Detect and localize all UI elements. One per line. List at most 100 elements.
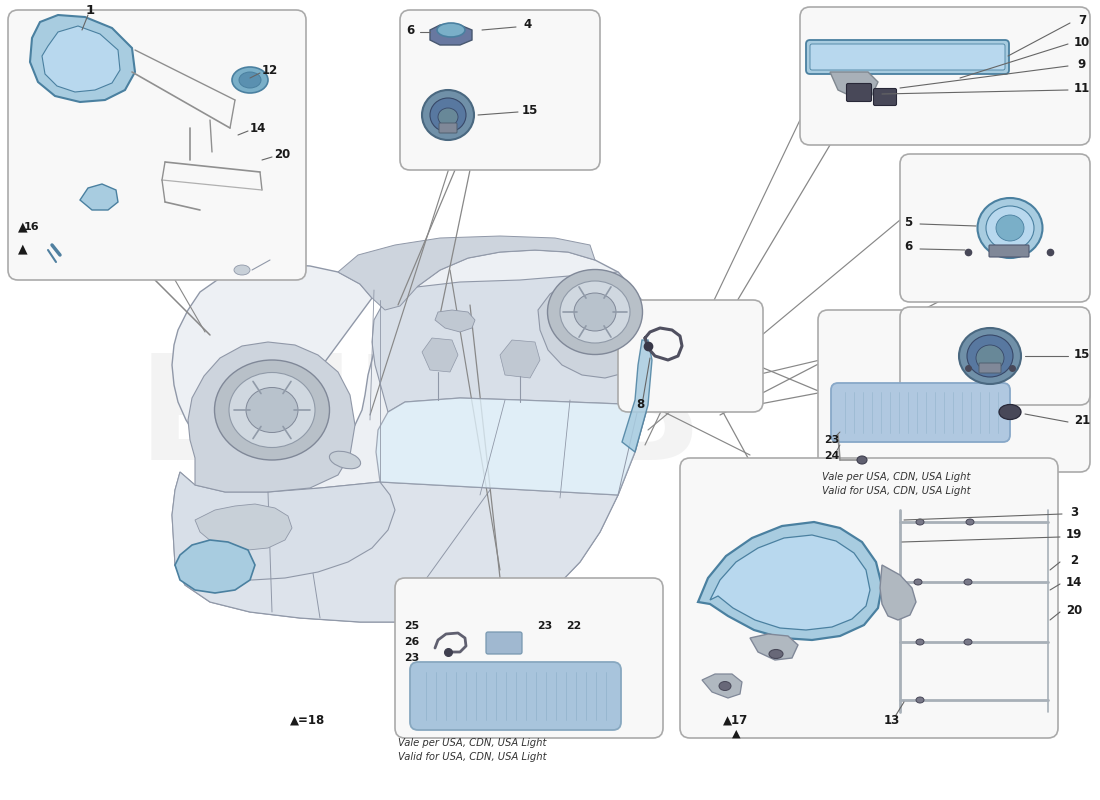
FancyBboxPatch shape xyxy=(847,83,871,102)
Text: ▲: ▲ xyxy=(18,242,28,255)
Polygon shape xyxy=(830,72,878,98)
Ellipse shape xyxy=(999,405,1021,419)
Ellipse shape xyxy=(966,519,974,525)
Text: 22: 22 xyxy=(566,621,582,631)
Polygon shape xyxy=(621,340,652,452)
Text: 2: 2 xyxy=(1070,554,1078,566)
Ellipse shape xyxy=(560,281,630,343)
Ellipse shape xyxy=(234,265,250,275)
Ellipse shape xyxy=(548,270,642,354)
Ellipse shape xyxy=(976,345,1004,371)
Text: 25: 25 xyxy=(405,621,419,631)
FancyBboxPatch shape xyxy=(806,40,1009,74)
Text: ▲17: ▲17 xyxy=(724,714,749,726)
Text: 1: 1 xyxy=(86,3,95,17)
Ellipse shape xyxy=(719,682,732,690)
Text: Valid for USA, CDN, USA Light: Valid for USA, CDN, USA Light xyxy=(398,752,547,762)
FancyBboxPatch shape xyxy=(618,300,763,412)
Text: 21: 21 xyxy=(1074,414,1090,426)
FancyBboxPatch shape xyxy=(486,632,522,654)
Ellipse shape xyxy=(239,72,261,88)
Polygon shape xyxy=(80,184,118,210)
Polygon shape xyxy=(372,272,652,412)
Text: 4: 4 xyxy=(524,18,532,31)
Polygon shape xyxy=(422,338,458,372)
Ellipse shape xyxy=(329,451,361,469)
Ellipse shape xyxy=(916,697,924,703)
FancyBboxPatch shape xyxy=(800,7,1090,145)
Polygon shape xyxy=(376,398,648,495)
Ellipse shape xyxy=(430,98,466,132)
Text: 3: 3 xyxy=(1070,506,1078,518)
Text: 9: 9 xyxy=(1078,58,1086,70)
FancyBboxPatch shape xyxy=(810,44,1005,70)
Polygon shape xyxy=(172,472,395,580)
FancyBboxPatch shape xyxy=(979,363,1001,373)
Text: Vale per USA, CDN, USA Light: Vale per USA, CDN, USA Light xyxy=(822,472,970,482)
Text: 8: 8 xyxy=(636,398,645,410)
Ellipse shape xyxy=(916,639,924,645)
Text: 11: 11 xyxy=(1074,82,1090,94)
FancyBboxPatch shape xyxy=(395,578,663,738)
Polygon shape xyxy=(880,565,916,620)
Polygon shape xyxy=(434,310,475,332)
Ellipse shape xyxy=(232,67,268,93)
Text: 5: 5 xyxy=(904,215,912,229)
FancyBboxPatch shape xyxy=(900,154,1090,302)
Ellipse shape xyxy=(996,215,1024,241)
FancyBboxPatch shape xyxy=(830,383,1010,442)
Polygon shape xyxy=(430,25,472,45)
Text: PARTS: PARTS xyxy=(235,459,604,561)
Ellipse shape xyxy=(914,579,922,585)
FancyBboxPatch shape xyxy=(680,458,1058,738)
Text: 13: 13 xyxy=(884,714,900,726)
Polygon shape xyxy=(338,236,595,310)
FancyBboxPatch shape xyxy=(818,310,1090,472)
FancyBboxPatch shape xyxy=(410,662,622,730)
Polygon shape xyxy=(698,522,882,640)
Ellipse shape xyxy=(437,23,465,37)
Polygon shape xyxy=(538,276,652,378)
Text: 20: 20 xyxy=(1066,603,1082,617)
Text: 24: 24 xyxy=(824,451,839,461)
FancyBboxPatch shape xyxy=(439,123,456,133)
FancyBboxPatch shape xyxy=(8,10,306,280)
Text: 23: 23 xyxy=(824,435,839,445)
FancyBboxPatch shape xyxy=(400,10,600,170)
Ellipse shape xyxy=(438,108,458,126)
Polygon shape xyxy=(702,674,743,698)
Polygon shape xyxy=(42,26,120,92)
Ellipse shape xyxy=(229,373,315,447)
Ellipse shape xyxy=(959,328,1021,384)
Ellipse shape xyxy=(574,293,616,331)
Text: 14: 14 xyxy=(1066,575,1082,589)
Polygon shape xyxy=(172,472,618,622)
Text: ▲: ▲ xyxy=(18,220,28,233)
Polygon shape xyxy=(172,250,652,622)
Text: 10: 10 xyxy=(1074,35,1090,49)
Ellipse shape xyxy=(422,90,474,140)
Polygon shape xyxy=(710,535,870,630)
Ellipse shape xyxy=(916,519,924,525)
Ellipse shape xyxy=(967,335,1013,377)
Text: 23: 23 xyxy=(538,621,552,631)
FancyBboxPatch shape xyxy=(873,89,896,106)
Text: EUROB: EUROB xyxy=(138,350,703,490)
Ellipse shape xyxy=(978,198,1043,258)
Text: 7: 7 xyxy=(1078,14,1086,27)
Ellipse shape xyxy=(857,456,867,464)
Text: a passion for parts since 1985: a passion for parts since 1985 xyxy=(354,528,646,612)
Text: 14: 14 xyxy=(250,122,266,134)
Polygon shape xyxy=(188,342,355,492)
Text: 12: 12 xyxy=(262,63,278,77)
Text: 19: 19 xyxy=(1066,529,1082,542)
Text: ▲: ▲ xyxy=(732,729,740,739)
FancyBboxPatch shape xyxy=(989,245,1028,257)
Text: 6: 6 xyxy=(904,241,912,254)
Text: Vale per USA, CDN, USA Light: Vale per USA, CDN, USA Light xyxy=(398,738,547,748)
Ellipse shape xyxy=(769,650,783,658)
Text: 15: 15 xyxy=(521,103,538,117)
Text: 15: 15 xyxy=(1074,347,1090,361)
Ellipse shape xyxy=(964,579,972,585)
Ellipse shape xyxy=(986,206,1034,250)
